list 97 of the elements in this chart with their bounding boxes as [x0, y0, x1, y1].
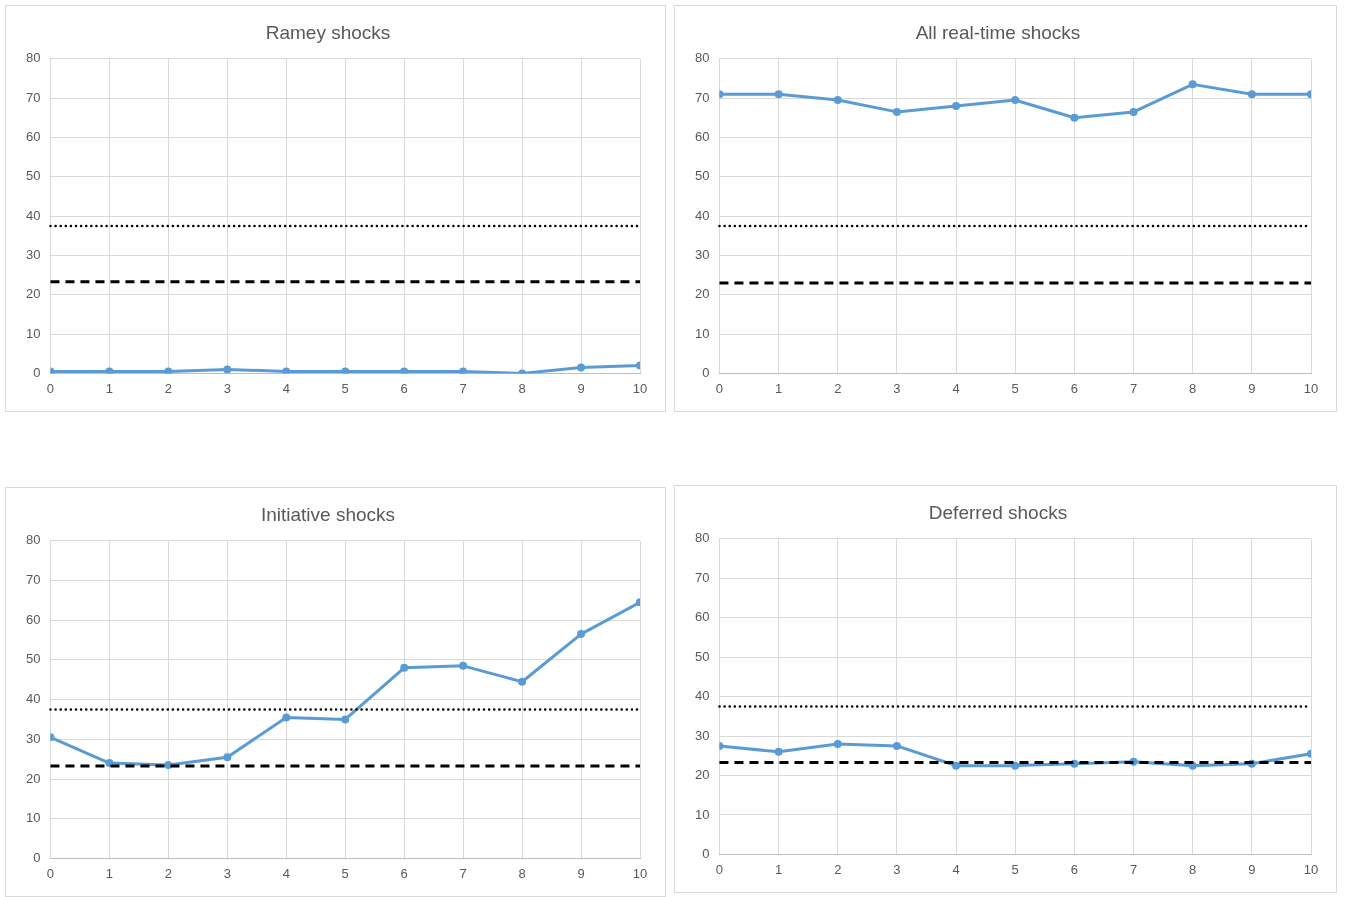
y-tick-label: 60: [25, 611, 41, 627]
x-tick-label: 8: [1189, 861, 1197, 877]
x-tick-label: 8: [518, 380, 526, 396]
chart-title: Ramey shocks: [265, 21, 391, 43]
y-tick-label: 0: [33, 849, 41, 865]
point: [577, 630, 586, 639]
x-tick-label: 2: [834, 380, 842, 396]
y-tick-label: 50: [694, 648, 710, 664]
x-tick-label: 0: [46, 865, 55, 881]
y-tick-label: 50: [694, 168, 710, 184]
x-tick-label: 1: [775, 861, 783, 877]
point: [952, 761, 961, 770]
x-tick-label: 10: [632, 865, 648, 881]
y-tick-label: 40: [25, 691, 41, 707]
y-tick-label: 60: [694, 129, 710, 145]
chart-title: All real-time shocks: [915, 21, 1081, 43]
point: [833, 739, 842, 748]
y-tick-label: 30: [25, 247, 41, 262]
y-tick-label: 20: [694, 767, 710, 783]
y-tick-label: 10: [25, 810, 41, 826]
point: [282, 713, 291, 722]
x-tick-label: 0: [715, 380, 724, 396]
x-tick-label: 8: [1189, 380, 1197, 396]
y-tick-label: 60: [25, 129, 41, 145]
x-tick-label: 5: [341, 380, 349, 396]
y-tick-label: 60: [694, 609, 710, 625]
y-tick-label: 50: [25, 168, 41, 184]
chart-title: Deferred shocks: [928, 501, 1068, 523]
y-tick-label: 40: [694, 207, 710, 223]
x-tick-label: 6: [400, 865, 408, 881]
point: [892, 741, 901, 750]
y-tick-label: 80: [694, 50, 710, 66]
x-tick-label: 9: [1248, 861, 1256, 877]
x-tick-label: 0: [715, 861, 724, 877]
x-tick-label: 9: [577, 380, 585, 396]
x-tick-label: 10: [1303, 380, 1319, 396]
point: [518, 677, 527, 686]
point: [774, 747, 783, 756]
y-tick-label: 20: [25, 286, 41, 302]
y-tick-label: 50: [25, 651, 41, 667]
y-tick-label: 70: [694, 89, 710, 105]
x-tick-label: 3: [223, 380, 231, 396]
x-tick-label: 7: [1129, 380, 1138, 396]
y-tick-label: 30: [694, 247, 710, 262]
y-tick-label: 70: [25, 572, 41, 588]
x-tick-label: 10: [632, 380, 648, 396]
y-tick-label: 70: [25, 89, 41, 105]
x-tick-label: 3: [893, 380, 901, 396]
x-tick-label: 6: [400, 380, 408, 396]
x-tick-label: 5: [1011, 380, 1019, 396]
x-tick-label: 4: [952, 380, 960, 396]
x-tick-label: 2: [164, 380, 172, 396]
y-tick-label: 10: [694, 806, 710, 822]
point: [105, 759, 114, 768]
x-tick-label: 5: [1011, 861, 1019, 877]
y-tick-label: 70: [694, 569, 710, 585]
y-tick-label: 10: [25, 325, 41, 341]
x-tick-label: 1: [105, 865, 114, 881]
y-tick-label: 30: [694, 727, 710, 743]
x-tick-label: 3: [893, 861, 901, 877]
chart-title: Initiative shocks: [260, 503, 396, 525]
y-tick-label: 80: [25, 532, 41, 548]
y-tick-label: 30: [25, 730, 41, 746]
x-tick-label: 9: [1248, 380, 1256, 396]
y-tick-label: 40: [694, 688, 710, 704]
y-tick-label: 80: [25, 50, 41, 66]
x-tick-label: 7: [459, 865, 467, 881]
x-tick-label: 10: [1303, 861, 1319, 877]
x-tick-label: 4: [282, 865, 290, 881]
x-tick-label: 4: [952, 861, 960, 877]
x-tick-label: 2: [164, 865, 172, 881]
y-tick-label: 80: [694, 530, 710, 546]
x-tick-label: 5: [341, 865, 349, 881]
x-tick-label: 2: [834, 861, 842, 877]
x-tick-label: 6: [1070, 380, 1078, 396]
y-tick-label: 40: [25, 207, 41, 223]
x-tick-label: 7: [459, 380, 467, 396]
x-tick-label: 1: [105, 380, 114, 396]
y-tick-label: 10: [694, 325, 710, 341]
y-tick-label: 0: [702, 364, 710, 380]
x-tick-label: 9: [577, 865, 585, 881]
y-tick-label: 20: [25, 770, 41, 786]
point: [1011, 761, 1020, 770]
x-tick-label: 3: [223, 865, 231, 881]
x-tick-label: 6: [1070, 861, 1078, 877]
x-tick-label: 1: [775, 380, 783, 396]
point: [341, 715, 350, 724]
y-tick-label: 0: [33, 364, 41, 380]
x-tick-label: 0: [46, 380, 55, 396]
x-tick-label: 8: [518, 865, 526, 881]
point: [400, 663, 409, 672]
x-tick-label: 4: [282, 380, 290, 396]
point: [223, 753, 232, 762]
x-tick-label: 7: [1129, 861, 1138, 877]
y-tick-label: 20: [694, 286, 710, 302]
point: [459, 661, 468, 670]
y-tick-label: 0: [702, 845, 710, 861]
